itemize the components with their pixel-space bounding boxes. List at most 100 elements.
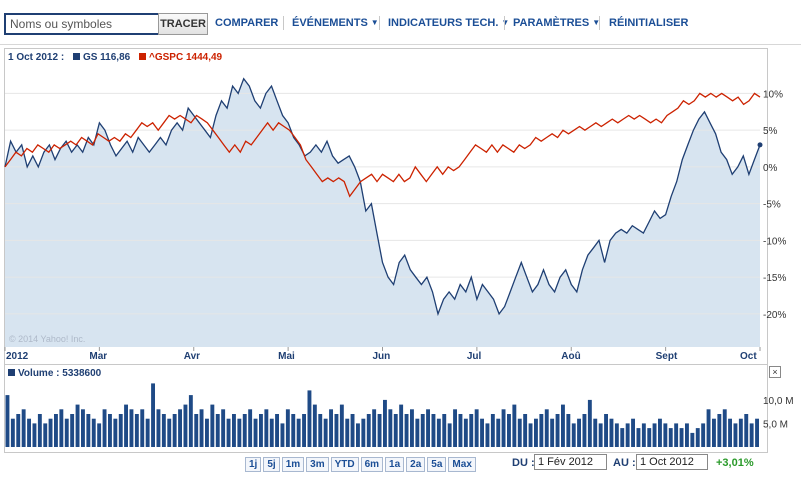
x-tick-label: 2012 xyxy=(6,351,29,362)
menu-reinitialiser-label: RÉINITIALISER xyxy=(609,17,689,29)
volume-bar xyxy=(339,404,344,447)
volume-bar xyxy=(749,423,754,447)
menu-parametres[interactable]: PARAMÈTRES ▼ xyxy=(513,17,600,29)
x-tick-label: Oct xyxy=(740,351,757,362)
volume-bar xyxy=(302,414,306,447)
gspc-line xyxy=(4,92,761,198)
volume-bar xyxy=(426,409,430,447)
volume-tick-label: 5,0 M xyxy=(763,419,788,430)
volume-bar xyxy=(523,414,528,447)
volume-bar xyxy=(97,423,102,447)
volume-bar xyxy=(604,414,608,447)
start-date-input[interactable]: 1 Fév 2012 xyxy=(534,454,607,470)
volume-bar xyxy=(490,414,495,447)
volume-bar xyxy=(118,414,123,447)
volume-bar xyxy=(199,409,204,447)
volume-bar xyxy=(259,414,263,447)
volume-panel xyxy=(4,364,768,453)
volume-bar xyxy=(361,418,366,447)
volume-bar xyxy=(318,414,323,447)
volume-bar xyxy=(501,409,506,447)
volume-bar xyxy=(571,423,576,447)
volume-bar xyxy=(685,423,689,447)
volume-bar xyxy=(275,414,279,447)
range-button[interactable]: 1j xyxy=(245,457,262,472)
volume-label: Volume : 5338600 xyxy=(18,368,102,379)
volume-bar xyxy=(129,409,134,447)
volume-bar xyxy=(140,409,145,447)
range-button[interactable]: 5a xyxy=(427,457,447,472)
range-button[interactable]: Max xyxy=(448,457,476,472)
volume-bar xyxy=(453,409,457,447)
menu-reinitialiser[interactable]: RÉINITIALISER xyxy=(609,17,688,29)
volume-bar xyxy=(237,418,242,447)
menu-indicateurs[interactable]: INDICATEURS TECH. ▼ xyxy=(388,17,509,29)
menu-indicateurs-label: INDICATEURS TECH. xyxy=(388,17,499,29)
volume-bar xyxy=(690,432,695,447)
volume-bar xyxy=(469,414,474,447)
x-tick-label: Aoû xyxy=(561,351,580,362)
volume-bar xyxy=(641,423,646,447)
end-date-input[interactable]: 1 Oct 2012 xyxy=(636,454,708,470)
volume-bar xyxy=(269,418,274,447)
volume-bar xyxy=(598,423,603,447)
volume-bar xyxy=(474,409,479,447)
legend-gs[interactable]: GS 116,86 xyxy=(82,52,131,63)
volume-bar xyxy=(620,428,625,447)
menu-parametres-label: PARAMÈTRES xyxy=(513,17,590,29)
volume-bar xyxy=(280,423,285,447)
volume-bar xyxy=(167,418,172,447)
volume-bar xyxy=(16,414,21,447)
range-button[interactable]: YTD xyxy=(330,457,359,472)
volume-bar xyxy=(10,418,15,447)
x-tick-label: Jun xyxy=(373,351,391,362)
copyright-text: © 2014 Yahoo! Inc. xyxy=(9,334,85,344)
volume-bar xyxy=(178,409,182,447)
range-button[interactable]: 1m xyxy=(281,457,305,472)
volume-bar xyxy=(614,423,619,447)
volume-bar xyxy=(631,418,635,447)
x-tick-label: Mar xyxy=(89,351,107,362)
volume-bar xyxy=(744,414,749,447)
volume-bar xyxy=(113,418,118,447)
range-button[interactable]: 2a xyxy=(406,457,426,472)
menu-evenements[interactable]: ÉVÉNEMENTS ▼ xyxy=(292,17,379,29)
volume-bar xyxy=(458,414,463,447)
range-button[interactable]: 1a xyxy=(385,457,405,472)
volume-bar xyxy=(226,418,231,447)
volume-bar xyxy=(296,418,301,447)
volume-bar xyxy=(647,428,652,447)
volume-bar xyxy=(755,418,759,447)
volume-bar xyxy=(528,423,533,447)
volume-bar xyxy=(561,404,565,447)
legend-gspc[interactable]: ^GSPC 1444,49 xyxy=(148,52,223,63)
close-volume-icon[interactable]: × xyxy=(769,366,781,378)
volume-bar xyxy=(485,423,490,447)
volume-bar xyxy=(194,414,199,447)
volume-bar xyxy=(463,418,468,447)
gspc-swatch-icon xyxy=(138,53,146,60)
x-tick-label: Sept xyxy=(656,351,678,362)
volume-bar xyxy=(539,414,544,447)
x-tick-label: Jul xyxy=(467,351,482,362)
du-label: DU : xyxy=(512,457,535,469)
volume-bar xyxy=(86,414,91,447)
range-button[interactable]: 3m xyxy=(306,457,329,472)
volume-bar xyxy=(59,409,64,447)
range-button[interactable]: 6m xyxy=(360,457,384,472)
menu-separator xyxy=(504,16,505,30)
volume-bar xyxy=(345,418,350,447)
volume-bar xyxy=(70,414,75,447)
volume-bar xyxy=(48,418,53,447)
volume-bar xyxy=(668,428,673,447)
tracer-button[interactable]: TRACER xyxy=(158,13,208,35)
volume-bar xyxy=(312,404,317,447)
volume-bar xyxy=(221,409,226,447)
dropdown-caret-icon: ▼ xyxy=(370,18,379,27)
range-button[interactable]: 5j xyxy=(263,457,280,472)
price-chart[interactable]: © 2014 Yahoo! Inc. 10% 5% 0% -5% -10% -15% -20… xyxy=(0,0,801,364)
menu-comparer-label: COMPARER xyxy=(215,17,279,29)
volume-bar xyxy=(728,418,732,447)
menu-comparer[interactable]: COMPARER xyxy=(215,17,278,29)
volume-bar xyxy=(442,414,447,447)
